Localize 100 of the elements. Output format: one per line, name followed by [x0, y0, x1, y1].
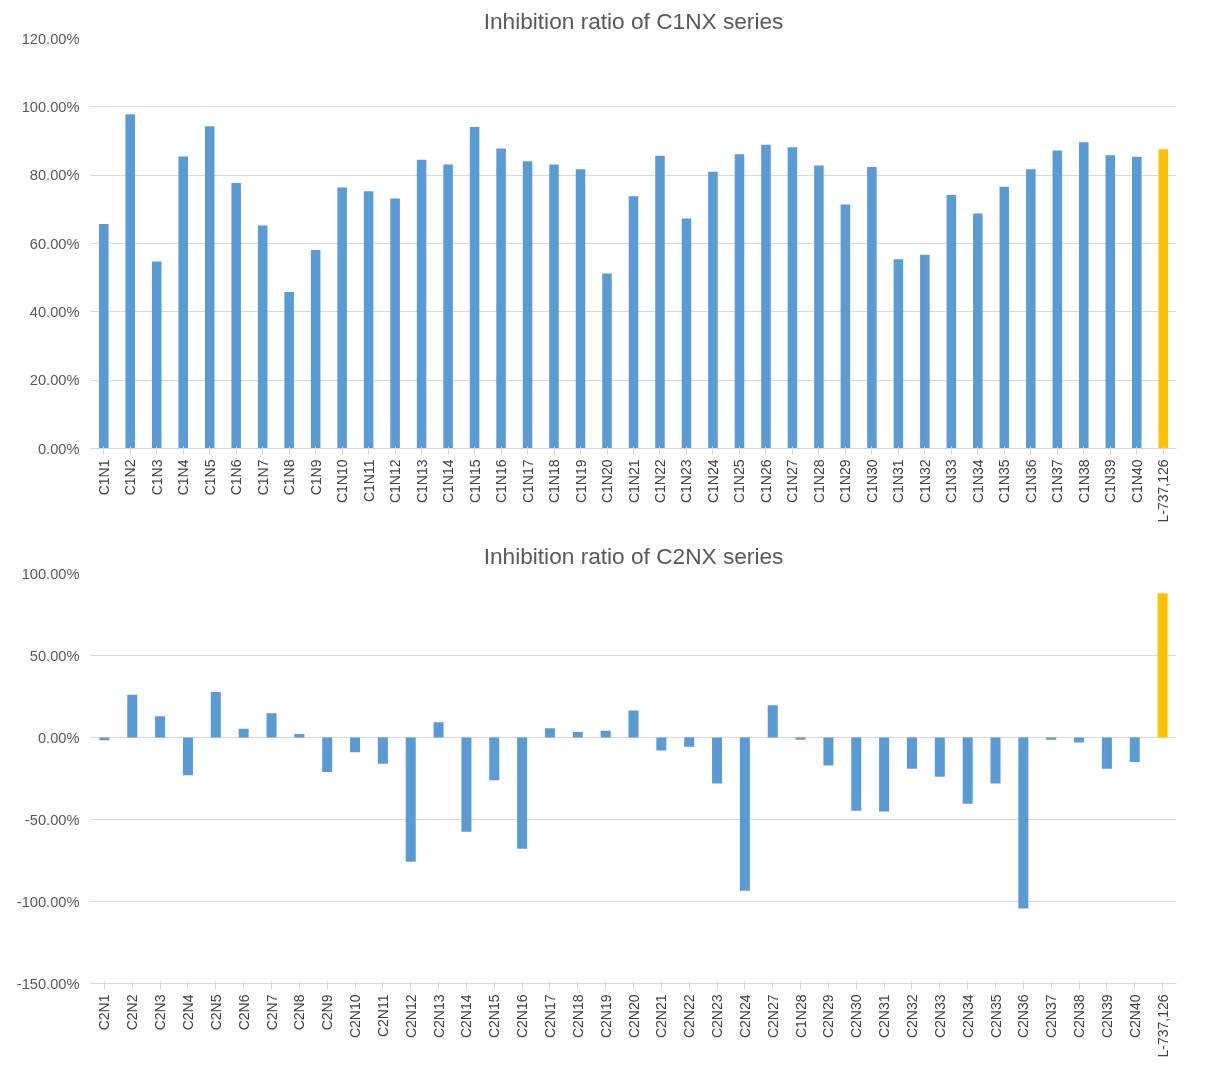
x-tick-label: C2N14: [458, 994, 475, 1039]
bar: [182, 737, 193, 776]
x-tick-label: C1N16: [493, 459, 510, 504]
bar: [893, 259, 904, 449]
bar: [1018, 737, 1029, 909]
x-tick-label: C1N25: [731, 459, 748, 504]
x-tick-label: C1N31: [890, 459, 907, 504]
y-tick-label: 60.00%: [29, 235, 80, 252]
bar: [787, 147, 798, 449]
x-tick-label: C1N15: [466, 459, 483, 504]
bar: [999, 186, 1010, 449]
bar: [840, 204, 851, 449]
x-tick-label: C2N13: [430, 994, 447, 1039]
x-tick-label: C2N21: [653, 994, 670, 1039]
bar: [496, 148, 506, 449]
chart-title: Inhibition ratio of C2NX series: [483, 542, 784, 569]
bar: [544, 728, 555, 738]
bar: [257, 225, 268, 449]
x-tick-label: C1N18: [546, 459, 563, 504]
bar: [946, 194, 957, 449]
x-tick-label: C2N33: [931, 994, 948, 1039]
x-tick-label: C2N36: [1015, 994, 1032, 1039]
x-tick-label: C1N14: [440, 459, 457, 504]
bar: [684, 737, 695, 747]
bar: [656, 737, 667, 751]
bar: [1052, 150, 1063, 449]
x-tick-label: C1N32: [916, 459, 933, 504]
x-tick-label: C2N11: [374, 994, 391, 1038]
x-tick-label: C1N23: [678, 459, 695, 504]
bar: [1129, 737, 1140, 763]
bar: [934, 737, 945, 777]
x-tick-label: C2N3: [152, 994, 169, 1031]
bar: [322, 737, 333, 772]
bar: [1105, 155, 1116, 449]
bar: [238, 728, 249, 738]
bar: [127, 694, 138, 738]
x-tick-label: C2N1: [96, 994, 113, 1031]
bar: [655, 155, 665, 449]
x-tick-label: C2N40: [1126, 994, 1143, 1039]
bar: [1157, 593, 1168, 738]
x-tick-label: C1N34: [969, 459, 986, 504]
y-tick-label: -150.00%: [16, 975, 80, 992]
bar: [823, 737, 834, 766]
bar: [294, 733, 305, 738]
bar: [178, 156, 188, 449]
x-tick-label: C1N33: [943, 459, 960, 504]
bar: [522, 161, 533, 449]
x-tick-label: C2N10: [347, 994, 364, 1039]
bar: [155, 716, 166, 738]
bar: [390, 198, 400, 449]
bar: [405, 737, 416, 862]
bar: [734, 154, 745, 449]
bar: [681, 218, 692, 449]
x-tick-label: C2N17: [541, 994, 558, 1039]
x-tick-label: C1N9: [307, 459, 324, 496]
bar: [990, 737, 1001, 784]
bar: [284, 292, 294, 449]
x-tick-label: C1N19: [572, 459, 589, 504]
bar: [739, 737, 750, 891]
x-tick-label: C1N2: [122, 459, 139, 496]
x-tick-label: C1N22: [651, 459, 668, 504]
bar: [1074, 737, 1085, 743]
x-tick-label: C2N23: [709, 994, 726, 1039]
x-tick-label: C2N16: [514, 994, 531, 1039]
x-tick-label: C2N38: [1071, 994, 1088, 1039]
x-tick-label: C1N8: [281, 459, 298, 496]
bar: [906, 737, 917, 769]
bar: [125, 114, 135, 449]
x-tick-label: C2N6: [235, 994, 252, 1031]
bar: [851, 737, 862, 811]
bar: [628, 196, 639, 449]
x-tick-label: C1N1: [95, 459, 112, 496]
bar: [600, 730, 611, 738]
bar: [572, 732, 583, 738]
x-tick-label: C1N27: [784, 459, 801, 504]
x-tick-label: C2N20: [625, 994, 642, 1039]
bar: [416, 159, 427, 449]
x-tick-label: C2N24: [736, 994, 753, 1039]
bar: [469, 126, 480, 449]
x-tick-label: C1N28: [792, 994, 809, 1039]
x-tick-label: C2N8: [291, 994, 308, 1031]
x-tick-label: L-737,126: [1154, 994, 1171, 1058]
x-tick-label: C1N5: [201, 459, 218, 496]
bar: [210, 691, 221, 738]
bar: [761, 144, 771, 449]
bar: [973, 213, 983, 449]
x-tick-label: C2N9: [319, 994, 336, 1031]
bar: [602, 273, 612, 449]
bar: [1132, 156, 1142, 449]
y-tick-label: -50.00%: [24, 811, 80, 828]
x-tick-label: C2N7: [263, 994, 280, 1031]
x-tick-label: C2N35: [987, 994, 1004, 1039]
x-tick-label: C1N29: [837, 459, 854, 504]
y-tick-label: 50.00%: [29, 647, 80, 664]
x-tick-label: C1N10: [334, 459, 351, 504]
bar: [867, 166, 877, 449]
x-tick-label: C1N28: [810, 459, 827, 504]
x-tick-label: C1N12: [387, 459, 404, 504]
bar: [337, 187, 347, 449]
x-tick-label: C2N31: [876, 994, 893, 1039]
